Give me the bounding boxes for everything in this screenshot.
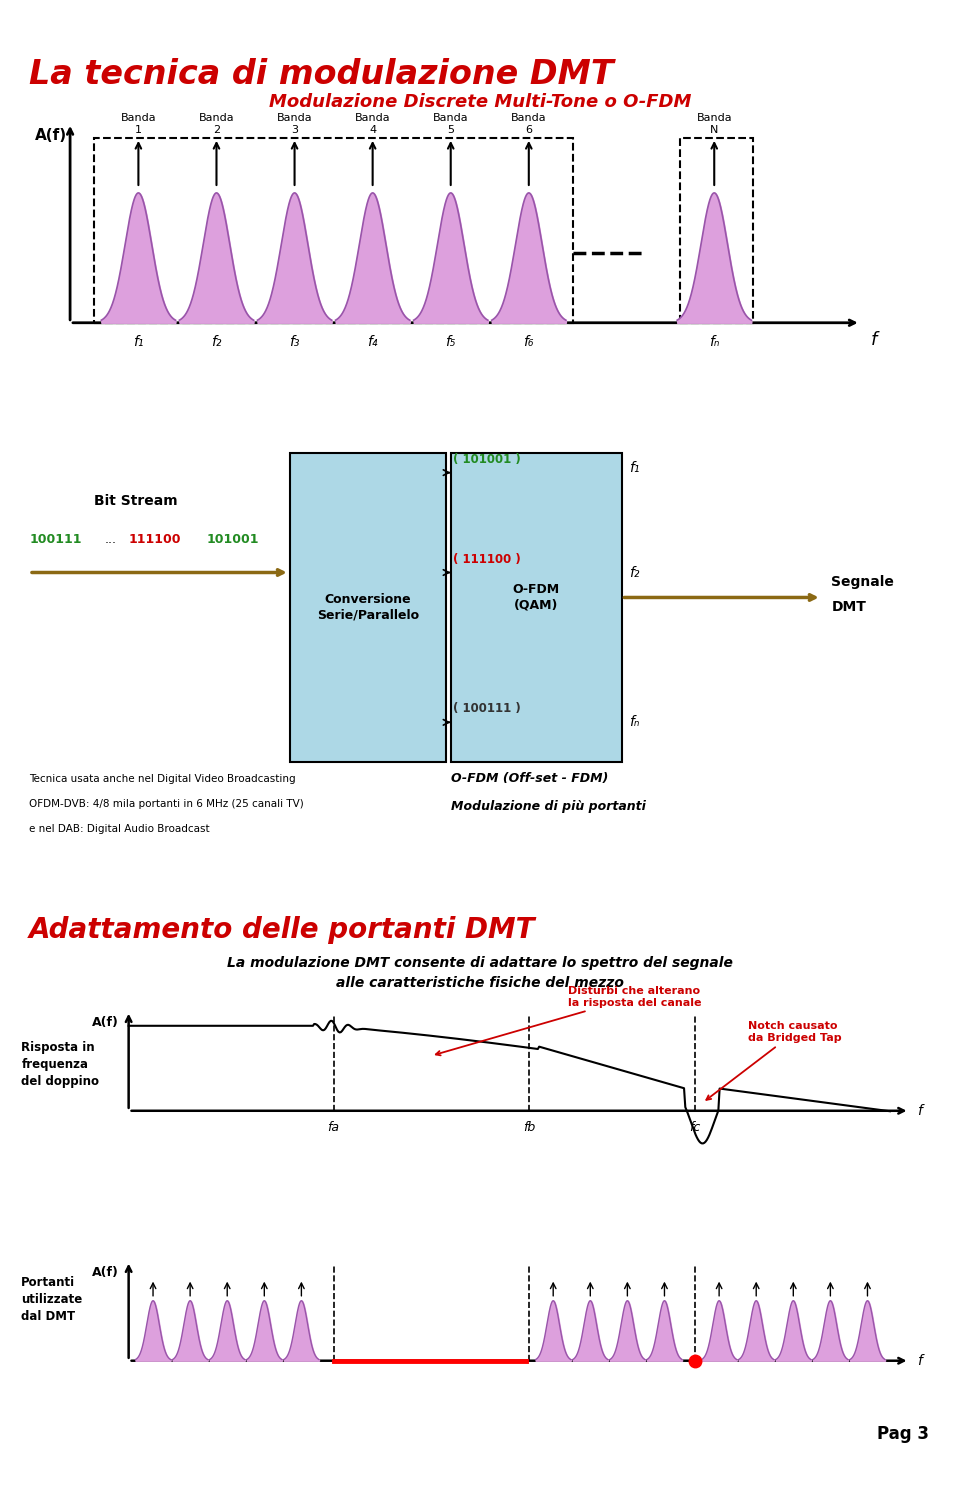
Text: f: f (917, 1354, 923, 1368)
Text: Modulazione Discrete Multi-Tone o O-FDM: Modulazione Discrete Multi-Tone o O-FDM (269, 93, 691, 112)
Text: OFDM-DVB: 4/8 mila portanti in 6 MHz (25 canali TV): OFDM-DVB: 4/8 mila portanti in 6 MHz (25… (29, 799, 303, 810)
Text: f₂: f₂ (630, 566, 639, 579)
Text: Disturbi che alterano
la risposta del canale: Disturbi che alterano la risposta del ca… (436, 986, 702, 1056)
Text: fc: fc (689, 1120, 701, 1134)
Text: O-FDM (Off-set - FDM): O-FDM (Off-set - FDM) (451, 772, 608, 786)
Text: Notch causato
da Bridged Tap: Notch causato da Bridged Tap (707, 1021, 842, 1099)
Text: La tecnica di modulazione DMT: La tecnica di modulazione DMT (29, 57, 613, 90)
Text: f: f (871, 330, 876, 348)
Text: Modulazione di più portanti: Modulazione di più portanti (451, 801, 645, 813)
Text: fₙ: fₙ (709, 335, 719, 348)
Text: Adattamento delle portanti DMT: Adattamento delle portanti DMT (29, 915, 536, 944)
Text: A(f): A(f) (92, 1265, 119, 1279)
Text: frequenza: frequenza (21, 1057, 88, 1071)
Text: f₃: f₃ (289, 335, 300, 348)
Text: Banda
N: Banda N (696, 113, 732, 134)
Bar (94, 137, 573, 323)
Text: ...: ... (105, 532, 116, 546)
Text: Portanti: Portanti (21, 1276, 76, 1289)
Text: fb: fb (522, 1120, 535, 1134)
Text: O-FDM
(QAM): O-FDM (QAM) (513, 584, 560, 611)
Text: Pag 3: Pag 3 (876, 1425, 929, 1443)
Text: ( 101001 ): ( 101001 ) (453, 452, 520, 466)
Text: del doppino: del doppino (21, 1075, 99, 1087)
Text: ( 111100 ): ( 111100 ) (453, 552, 520, 566)
Text: f₁: f₁ (133, 335, 144, 348)
Text: f: f (917, 1104, 923, 1117)
Text: f₁: f₁ (630, 460, 639, 475)
Text: 111100: 111100 (129, 532, 181, 546)
Text: Banda
6: Banda 6 (511, 113, 546, 134)
Text: La modulazione DMT consente di adattare lo spettro del segnale: La modulazione DMT consente di adattare … (228, 956, 732, 970)
Text: utilizzate: utilizzate (21, 1292, 83, 1306)
Text: f₅: f₅ (445, 335, 456, 348)
Bar (290, 452, 445, 763)
Text: Bit Stream: Bit Stream (94, 493, 179, 508)
Text: DMT: DMT (831, 600, 866, 614)
Text: Conversione
Serie/Parallelo: Conversione Serie/Parallelo (317, 594, 419, 621)
Text: f₂: f₂ (211, 335, 222, 348)
Text: Segnale: Segnale (831, 576, 894, 590)
Bar (451, 452, 621, 763)
Text: A(f): A(f) (92, 1016, 119, 1028)
Text: e nel DAB: Digital Audio Broadcast: e nel DAB: Digital Audio Broadcast (29, 825, 209, 834)
Text: 100111: 100111 (29, 532, 82, 546)
Text: Banda
5: Banda 5 (433, 113, 468, 134)
Text: Banda
3: Banda 3 (276, 113, 312, 134)
Text: dal DMT: dal DMT (21, 1310, 76, 1323)
Text: Banda
1: Banda 1 (121, 113, 156, 134)
Text: f₄: f₄ (368, 335, 378, 348)
Text: alle caratteristiche fisiche del mezzo: alle caratteristiche fisiche del mezzo (336, 976, 624, 989)
Text: fₙ: fₙ (630, 715, 639, 730)
Text: Risposta in: Risposta in (21, 1041, 95, 1054)
Text: Banda
2: Banda 2 (199, 113, 234, 134)
Text: Banda
4: Banda 4 (355, 113, 391, 134)
Text: fa: fa (327, 1120, 340, 1134)
Text: A(f): A(f) (35, 128, 66, 143)
Bar (680, 137, 754, 323)
Text: 101001: 101001 (206, 532, 259, 546)
Text: f₆: f₆ (523, 335, 534, 348)
Text: ( 100111 ): ( 100111 ) (453, 703, 520, 715)
Text: Tecnica usata anche nel Digital Video Broadcasting: Tecnica usata anche nel Digital Video Br… (29, 774, 296, 784)
